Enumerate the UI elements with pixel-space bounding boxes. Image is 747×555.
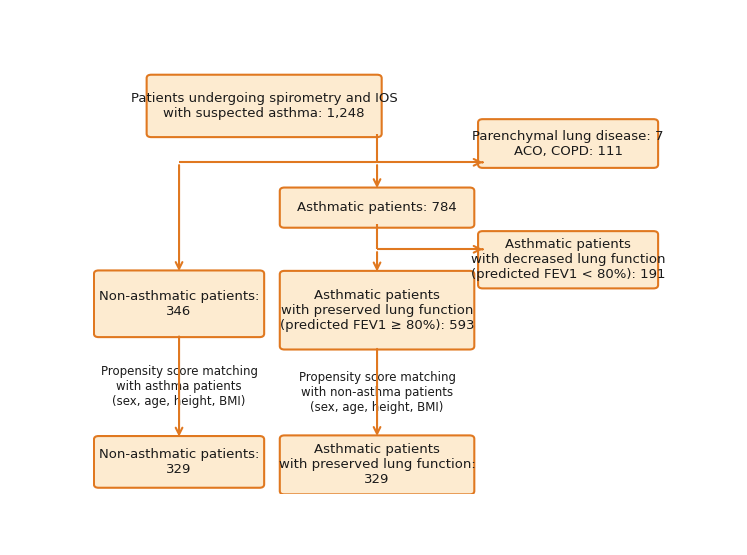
Text: Asthmatic patients
with preserved lung function:
329: Asthmatic patients with preserved lung f…	[279, 443, 475, 486]
FancyBboxPatch shape	[478, 231, 658, 289]
Text: Non-asthmatic patients:
346: Non-asthmatic patients: 346	[99, 290, 259, 318]
Text: Parenchymal lung disease: 7
ACO, COPD: 111: Parenchymal lung disease: 7 ACO, COPD: 1…	[472, 129, 664, 158]
Text: Propensity score matching
with asthma patients
(sex, age, height, BMI): Propensity score matching with asthma pa…	[101, 365, 258, 408]
Text: Asthmatic patients: 784: Asthmatic patients: 784	[297, 201, 457, 214]
Text: Patients undergoing spirometry and IOS
with suspected asthma: 1,248: Patients undergoing spirometry and IOS w…	[131, 92, 397, 120]
FancyBboxPatch shape	[280, 188, 474, 228]
FancyBboxPatch shape	[146, 75, 382, 137]
FancyBboxPatch shape	[280, 271, 474, 350]
Text: Asthmatic patients
with preserved lung function
(predicted FEV1 ≥ 80%): 593: Asthmatic patients with preserved lung f…	[280, 289, 474, 332]
Text: Asthmatic patients
with decreased lung function
(predicted FEV1 < 80%): 191: Asthmatic patients with decreased lung f…	[471, 238, 666, 281]
FancyBboxPatch shape	[94, 436, 264, 488]
FancyBboxPatch shape	[478, 119, 658, 168]
Text: Propensity score matching
with non-asthma patients
(sex, age, height, BMI): Propensity score matching with non-asthm…	[299, 371, 456, 414]
FancyBboxPatch shape	[280, 436, 474, 495]
FancyBboxPatch shape	[94, 270, 264, 337]
Text: Non-asthmatic patients:
329: Non-asthmatic patients: 329	[99, 448, 259, 476]
